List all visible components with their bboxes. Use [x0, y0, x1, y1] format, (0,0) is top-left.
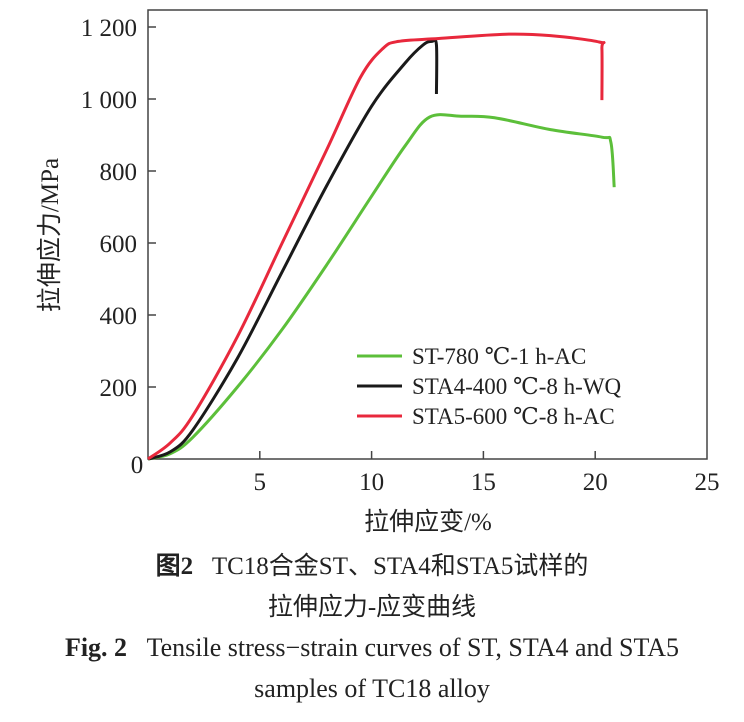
caption-cn-label: 图2	[155, 553, 194, 580]
x-tick-label: 25	[695, 469, 720, 496]
caption-en-text: Tensile stress−strain curves of ST, STA4…	[146, 633, 680, 662]
y-tick-label: 800	[100, 159, 138, 186]
legend-label: STA5-600 ℃-8 h-AC	[412, 404, 615, 429]
y-axis-label: 拉伸应力/MPa	[36, 158, 64, 312]
y-tick-label: 1 200	[81, 15, 137, 42]
plot-frame	[147, 9, 708, 460]
caption-en-line2: samples of TC18 alloy	[254, 674, 490, 703]
y-tick-label: 400	[100, 303, 138, 330]
y-tick-label: 1 000	[81, 87, 137, 114]
caption-en-label: Fig. 2	[64, 633, 128, 662]
legend-label: ST-780 ℃-1 h-AC	[412, 344, 586, 369]
stress-strain-chart: 0 5 10 15 20 25 200 400 600 800 1 000 1 200 ST-780 …	[36, 9, 720, 536]
caption-cn-line2: 拉伸应力-应变曲线	[267, 594, 477, 621]
series-line	[147, 32, 606, 461]
y-tick-label: 600	[100, 231, 138, 258]
caption-cn-line1: 图2 TC18合金ST、STA4和STA5试样的	[0, 546, 744, 582]
x-tick-label: 10	[359, 469, 384, 496]
x-tick-label: 5	[254, 469, 267, 496]
caption-en-line1: Fig. 2 Tensile stress−strain curves of S…	[0, 633, 744, 663]
x-tick-label: 20	[583, 469, 608, 496]
caption-cn-text: TC18合金ST、STA4和STA5试样的	[211, 553, 589, 580]
legend-label: STA4-400 ℃-8 h-WQ	[412, 374, 622, 399]
x-tick-label: 0	[131, 452, 144, 479]
x-tick-label: 15	[471, 469, 496, 496]
series-line	[147, 113, 616, 461]
y-tick-label: 200	[100, 375, 138, 402]
series-line	[147, 38, 439, 461]
x-axis-label: 拉伸应变/%	[364, 508, 492, 536]
